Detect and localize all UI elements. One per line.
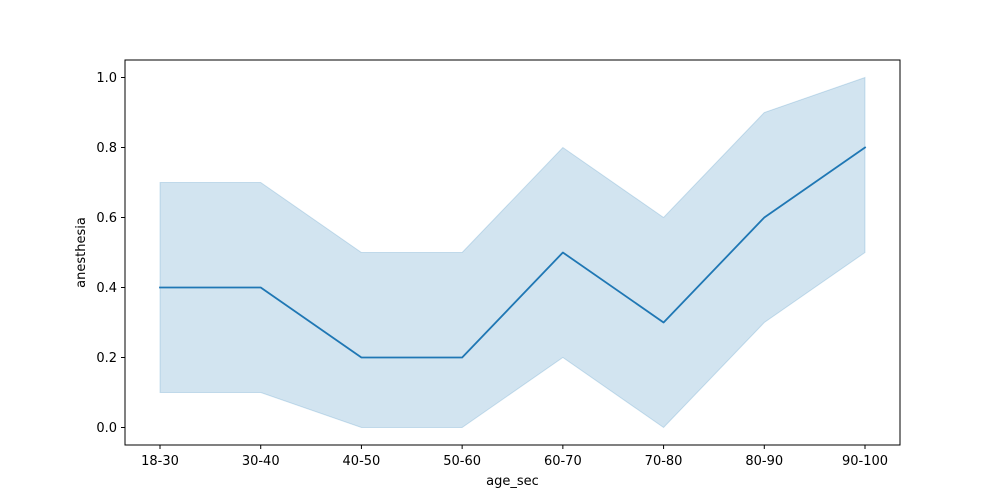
y-tick-label: 0.0 bbox=[96, 421, 117, 436]
x-tick-label: 60-70 bbox=[544, 454, 582, 469]
x-tick-label: 30-40 bbox=[242, 454, 280, 469]
plot-frame bbox=[124, 59, 901, 446]
series-line bbox=[159, 146, 867, 359]
x-tick-label: 90-100 bbox=[842, 454, 888, 469]
y-axis-ticks: 0.0 0.2 0.4 0.6 0.8 1.0 bbox=[96, 71, 125, 436]
y-tick-label: 0.8 bbox=[96, 141, 117, 156]
confidence-band bbox=[159, 76, 866, 429]
y-axis-title: anesthesia bbox=[74, 217, 89, 288]
x-tick-label: 70-80 bbox=[645, 454, 683, 469]
y-tick-label: 0.4 bbox=[96, 281, 117, 296]
series-line-layer bbox=[159, 146, 867, 359]
y-tick-label: 1.0 bbox=[96, 71, 117, 86]
x-tick-label: 50-60 bbox=[443, 454, 481, 469]
x-tick-label: 18-30 bbox=[141, 454, 179, 469]
confidence-band-layer bbox=[159, 76, 866, 429]
y-tick-label: 0.6 bbox=[96, 211, 117, 226]
x-tick-label: 40-50 bbox=[343, 454, 381, 469]
x-axis-ticks: 18-30 30-40 40-50 50-60 60-70 70-80 80-90 90-10… bbox=[141, 445, 888, 469]
y-tick-label: 0.2 bbox=[96, 351, 117, 366]
x-axis-title: age_sec bbox=[486, 474, 539, 489]
x-tick-label: 80-90 bbox=[745, 454, 783, 469]
